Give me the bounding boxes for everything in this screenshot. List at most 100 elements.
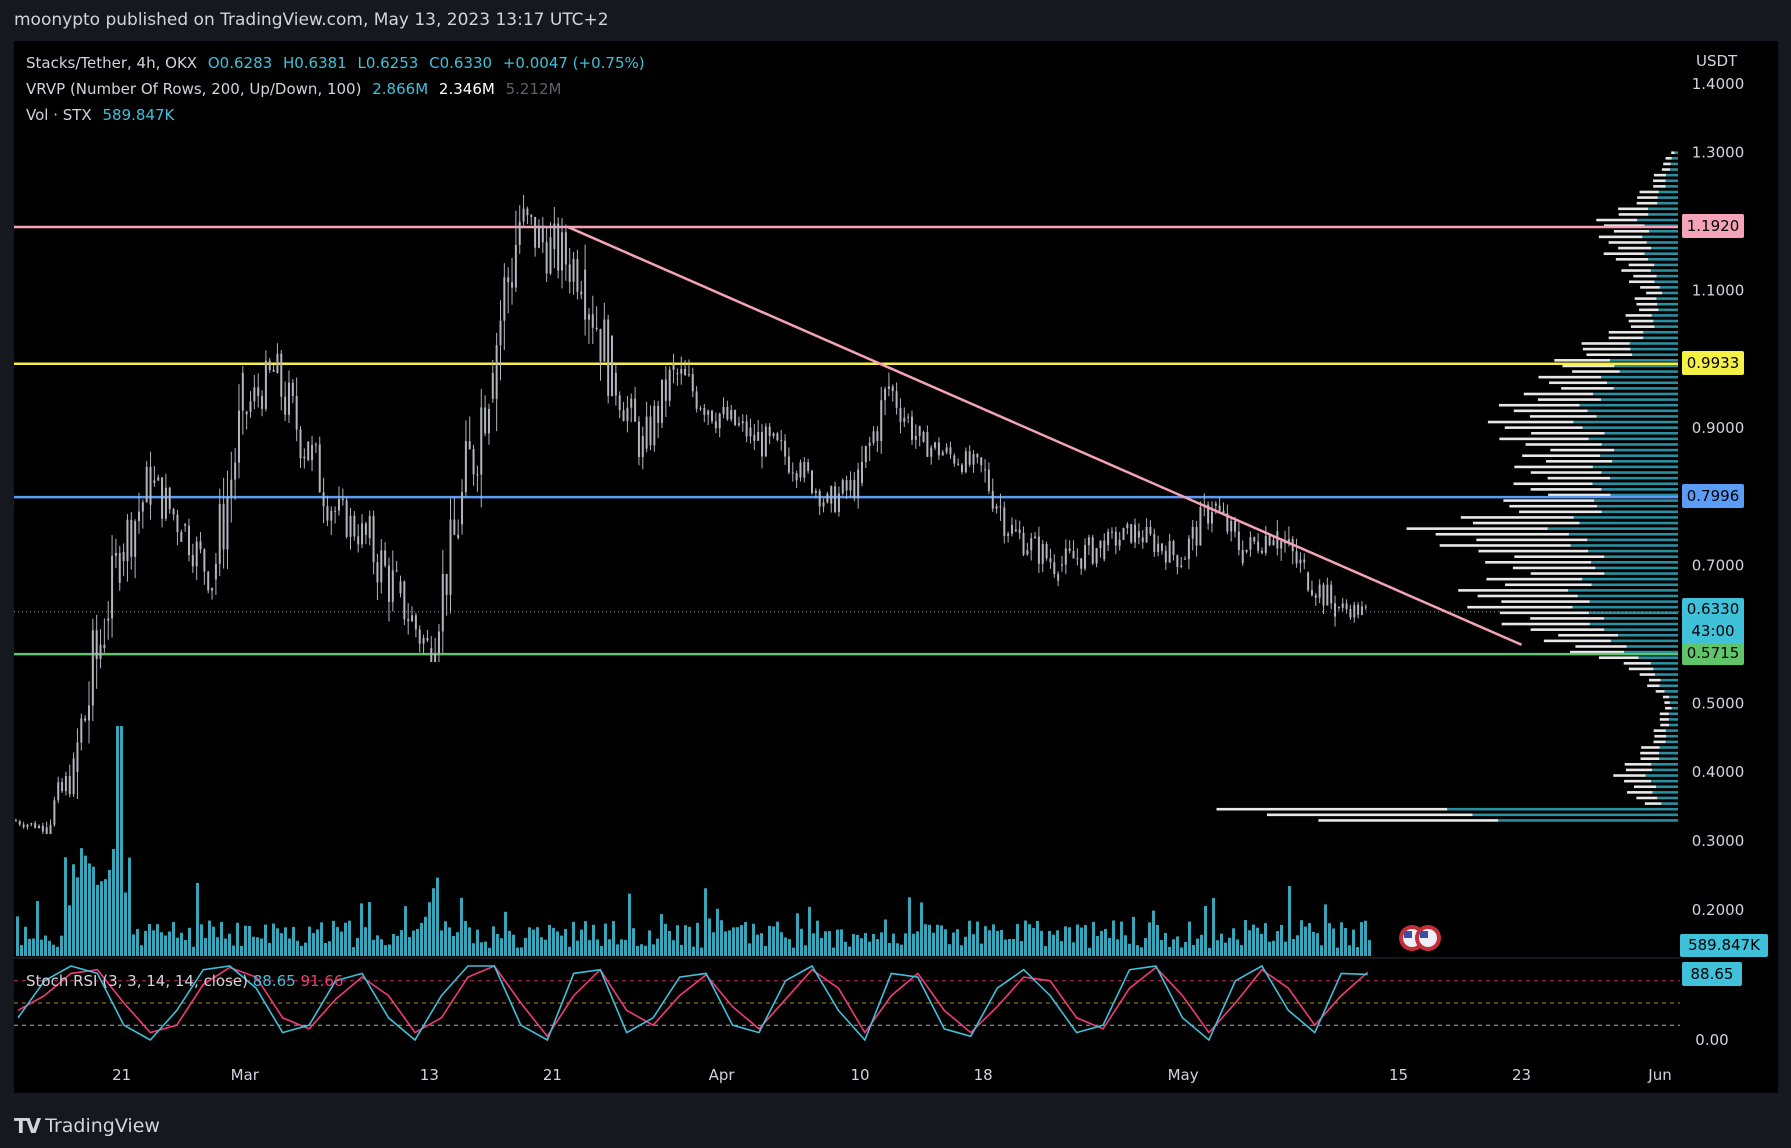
volume-bar <box>648 930 651 956</box>
candle-body <box>499 320 502 346</box>
volume-bar <box>584 921 587 956</box>
volume-bar <box>628 893 631 956</box>
candle-body <box>711 410 714 422</box>
volume-bar <box>604 923 607 956</box>
volume-bar <box>220 921 223 956</box>
volume-bar <box>1220 933 1223 956</box>
vrvp-down: 2.346M <box>438 80 495 98</box>
stoch-rsi-label[interactable]: Stoch RSI (3, 3, 14, 14, close) <box>26 972 248 990</box>
vrvp-legend[interactable]: VRVP (Number Of Rows, 200, Up/Down, 100)… <box>26 80 567 98</box>
volume-bar <box>164 935 167 956</box>
candle-body <box>634 398 637 422</box>
candle-body <box>853 479 856 499</box>
volume-bar <box>860 938 863 956</box>
candle-body <box>437 631 440 654</box>
candle-body <box>991 490 994 509</box>
candle-body <box>1153 533 1156 553</box>
candle-body <box>941 452 944 456</box>
volume-bar <box>16 916 19 956</box>
profile-down-bar <box>1477 594 1578 598</box>
vrvp-label[interactable]: VRVP (Number Of Rows, 200, Up/Down, 100) <box>26 80 362 98</box>
profile-down-bar <box>1665 706 1672 710</box>
candle-body <box>780 440 783 442</box>
volume-bar <box>1120 921 1123 956</box>
profile-down-bar <box>1654 734 1667 738</box>
volume-bar <box>448 927 451 956</box>
profile-up-bar <box>1659 286 1678 289</box>
volume-bar <box>720 920 723 956</box>
volume-bar <box>1248 930 1251 956</box>
volume-bar <box>1312 931 1315 956</box>
candle-body <box>72 758 75 795</box>
volume-label[interactable]: Vol · STX <box>26 106 92 124</box>
candle-body <box>234 462 237 480</box>
stoch-rsi-value-label: 88.65 <box>1682 962 1742 987</box>
candle-body <box>141 502 144 512</box>
time-axis[interactable]: 21 Mar 13 21 Apr 10 18 May 15 23 Jun <box>112 1066 1672 1084</box>
volume-bar <box>296 940 299 956</box>
candle-body <box>984 469 987 471</box>
currency-label: USDT <box>1696 52 1738 70</box>
candle-body <box>1245 549 1248 552</box>
candle-body <box>649 416 652 446</box>
volume-bar <box>1000 929 1003 956</box>
stoch-rsi-legend[interactable]: Stoch RSI (3, 3, 14, 14, close) 88.65 91… <box>26 972 343 990</box>
profile-down-bar <box>1460 516 1574 519</box>
profile-up-bar <box>1661 802 1678 805</box>
us-flag-icon-2[interactable] <box>1415 925 1441 951</box>
descending-trendline[interactable] <box>567 225 1523 646</box>
candle-body <box>1337 606 1340 608</box>
candle-body <box>230 479 233 497</box>
volume-bar <box>208 920 211 956</box>
profile-down-bar <box>1639 190 1659 194</box>
candle-body <box>1268 535 1271 546</box>
volume-legend[interactable]: Vol · STX 589.847K <box>26 106 180 124</box>
profile-down-bar <box>1509 504 1598 508</box>
x-tick-label: May <box>1168 1066 1199 1084</box>
volume-bar <box>564 929 567 956</box>
candle-body <box>103 644 106 648</box>
volume-bar <box>936 924 939 956</box>
profile-down-bar <box>1653 179 1666 183</box>
volume-bar <box>380 939 383 956</box>
candle-body <box>730 410 733 420</box>
profile-up-bar <box>1643 330 1678 334</box>
volume-bar <box>644 945 647 956</box>
candle-body <box>14 820 17 822</box>
horizontal-levels[interactable] <box>14 225 1678 656</box>
chart-frame[interactable] <box>14 41 1778 1093</box>
profile-down-bar <box>1519 510 1602 514</box>
candle-body <box>522 208 525 222</box>
candle-body <box>1149 526 1152 534</box>
profile-down-bar <box>1499 437 1589 441</box>
profile-up-bar <box>1592 465 1678 469</box>
profile-up-bar <box>1596 415 1678 418</box>
tradingview-footer[interactable]: TV TradingView <box>14 1114 160 1138</box>
volume-bar <box>404 906 407 956</box>
volume-profile <box>1216 151 1678 822</box>
volume-bar <box>196 882 199 956</box>
volume-bar <box>68 905 71 956</box>
candle-body <box>534 216 537 248</box>
candle-body <box>64 776 67 792</box>
profile-up-bar <box>1643 336 1678 340</box>
symbol-name[interactable]: Stacks/Tether, 4h, OKX <box>26 54 198 72</box>
profile-down-bar <box>1603 252 1645 256</box>
candle-body <box>661 379 664 423</box>
candle-body <box>695 391 698 409</box>
volume-bar <box>260 938 263 956</box>
profile-up-bar <box>1659 751 1678 755</box>
candle-body <box>734 410 737 426</box>
candle-body <box>372 516 375 563</box>
profile-up-bar <box>1601 510 1678 514</box>
candle-body <box>434 653 437 662</box>
candle-body <box>1057 574 1060 581</box>
candle-body <box>207 571 210 591</box>
candle-body <box>945 447 948 453</box>
volume-bar <box>616 944 619 956</box>
symbol-legend[interactable]: Stacks/Tether, 4h, OKX O0.6283 H0.6381 L… <box>26 54 651 72</box>
candle-body <box>1357 604 1360 615</box>
x-tick-label: Mar <box>231 1066 260 1084</box>
candle-body <box>622 410 625 421</box>
